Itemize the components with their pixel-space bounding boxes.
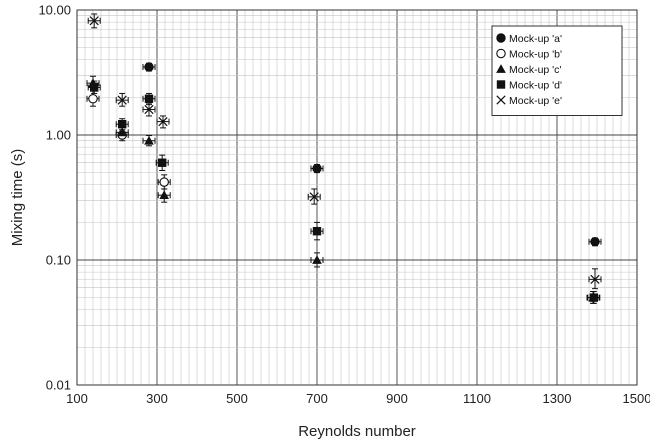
data-point bbox=[312, 163, 322, 174]
x-tick-label: 500 bbox=[226, 391, 248, 406]
legend-label: Mock-up 'b' bbox=[509, 49, 562, 61]
y-tick-label: 0.01 bbox=[46, 378, 71, 393]
data-point bbox=[117, 95, 127, 105]
legend-marker bbox=[496, 33, 506, 43]
legend-marker bbox=[496, 95, 506, 105]
data-point bbox=[309, 192, 319, 202]
x-tick-label: 900 bbox=[386, 391, 408, 406]
legend-entry: Mock-up 'd' bbox=[496, 80, 562, 92]
data-point bbox=[144, 104, 154, 115]
legend-label: Mock-up 'c' bbox=[509, 64, 561, 76]
data-point bbox=[159, 177, 169, 187]
data-point bbox=[589, 293, 598, 302]
legend-marker bbox=[496, 80, 506, 89]
legend-marker bbox=[496, 48, 506, 59]
y-tick-label: 0.10 bbox=[46, 253, 71, 268]
tick-labels: 100 300 500 700 900 1100 1300 1500 0.01 0.10 1.00 1… bbox=[38, 3, 650, 407]
data-point bbox=[312, 226, 322, 236]
legend-label: Mock-up 'd' bbox=[509, 80, 562, 92]
legend-box bbox=[491, 25, 623, 116]
data-point bbox=[90, 83, 99, 92]
data-point bbox=[118, 120, 127, 129]
y-tick-label: 1.00 bbox=[46, 128, 71, 143]
y-tick-label: 10.00 bbox=[38, 3, 71, 18]
data-point bbox=[159, 190, 170, 200]
data-point bbox=[88, 93, 98, 104]
data-point bbox=[158, 116, 168, 127]
x-tick-label: 1100 bbox=[463, 391, 491, 406]
data-point bbox=[144, 62, 154, 72]
legend-marker bbox=[496, 64, 506, 73]
x-tick-label: 300 bbox=[146, 391, 168, 406]
legend-label: Mock-up 'e' bbox=[509, 95, 562, 107]
x-axis-title: Reynolds number bbox=[298, 423, 416, 440]
legend-entry: Mock-up 'c' bbox=[496, 64, 561, 76]
data-point bbox=[144, 135, 154, 145]
data-point bbox=[590, 237, 600, 247]
x-tick-label: 1500 bbox=[623, 391, 650, 406]
data-point bbox=[89, 16, 99, 26]
y-axis-title: Mixing time (s) bbox=[9, 149, 26, 247]
legend-entry: Mock-up 'a' bbox=[496, 33, 562, 45]
legend-entry: Mock-up 'b' bbox=[496, 48, 562, 61]
data-point bbox=[312, 255, 322, 264]
x-tick-label: 100 bbox=[66, 391, 88, 406]
x-tick-label: 1300 bbox=[543, 391, 572, 406]
plot-frame bbox=[76, 9, 638, 386]
data-markers bbox=[88, 16, 600, 302]
data-point bbox=[590, 274, 600, 284]
legend-entry: Mock-up 'e' bbox=[496, 95, 562, 107]
data-point bbox=[117, 127, 128, 137]
data-point bbox=[158, 158, 167, 167]
x-tick-label: 700 bbox=[306, 391, 328, 406]
legend: Mock-up 'a' Mock-up 'b' Mock-up 'c' Mock-up… bbox=[491, 25, 623, 116]
data-point bbox=[144, 94, 154, 103]
legend-label: Mock-up 'a' bbox=[509, 33, 562, 45]
